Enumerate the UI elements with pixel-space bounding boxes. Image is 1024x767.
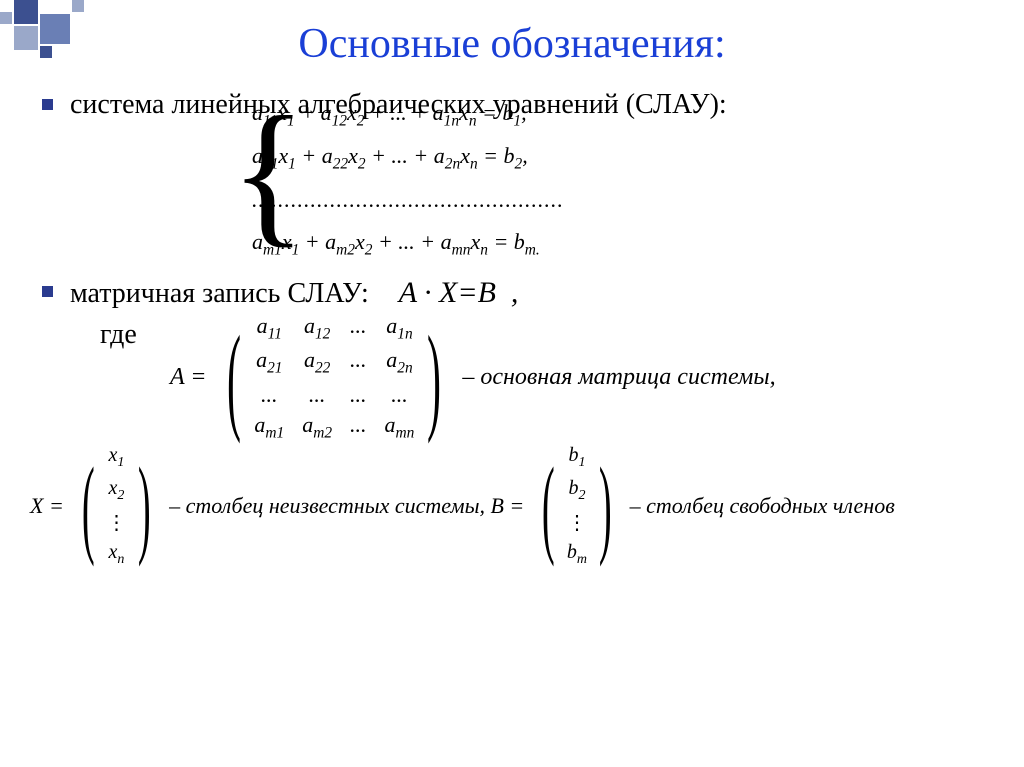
left-paren: ( — [227, 330, 241, 426]
system-row: ........................................… — [252, 179, 994, 221]
deco-sq — [0, 12, 12, 24]
system-row: a11x1 + a12x2 + ... + a1nxn = b1, — [252, 92, 994, 136]
corner-decoration — [0, 0, 120, 60]
slide-content: Основные обозначения: система линейных а… — [0, 0, 1024, 578]
left-paren: ( — [542, 462, 555, 550]
deco-sq — [14, 0, 38, 24]
B-grid: b1 b2 ⋮ bm — [567, 444, 587, 568]
right-paren: ) — [138, 462, 151, 550]
matrix-A-grid: a11a12...a1n a21a22...a2n ............ a… — [254, 313, 414, 442]
A-prefix: A = — [170, 364, 206, 391]
X-description: – столбец неизвестных системы, B = — [169, 493, 524, 519]
deco-sq — [40, 46, 52, 58]
slide-title: Основные обозначения: — [30, 20, 994, 68]
left-brace: { — [230, 92, 248, 265]
right-paren: ) — [427, 330, 441, 426]
vectors-row: X = ( x1 x2 ⋮ xn ) – столбец неизвестных… — [30, 444, 994, 568]
right-paren: ) — [599, 462, 612, 550]
vector-X: ( x1 x2 ⋮ xn ) — [70, 444, 163, 568]
deco-sq — [40, 14, 70, 44]
A-description: – основная матрица системы, — [462, 364, 775, 391]
B-description: – столбец свободных членов — [630, 493, 895, 519]
vector-B: ( b1 b2 ⋮ bm ) — [530, 444, 623, 568]
matrix-form-label: матричная запись СЛАУ: — [70, 275, 369, 313]
left-paren: ( — [82, 462, 95, 550]
matrix-A: ( a11a12...a1n a21a22...a2n ............… — [214, 313, 454, 442]
bullet-item: матричная запись СЛАУ: A · X=B , — [70, 273, 994, 314]
matrix-a-definition: A = ( a11a12...a1n a21a22...a2n ........… — [170, 313, 994, 442]
system-row: am1x1 + am2x2 + ... + amnxn = bm. — [252, 221, 994, 265]
system-row: a21x1 + a22x2 + ... + a2nxn = b2, — [252, 135, 994, 179]
X-prefix: X = — [30, 493, 64, 519]
equation-system: { a11x1 + a12x2 + ... + a1nxn = b1, a21x… — [230, 92, 994, 265]
deco-sq — [14, 26, 38, 50]
deco-sq — [72, 0, 84, 12]
matrix-equation: A · X=B , — [399, 273, 519, 314]
X-grid: x1 x2 ⋮ xn — [106, 444, 126, 568]
